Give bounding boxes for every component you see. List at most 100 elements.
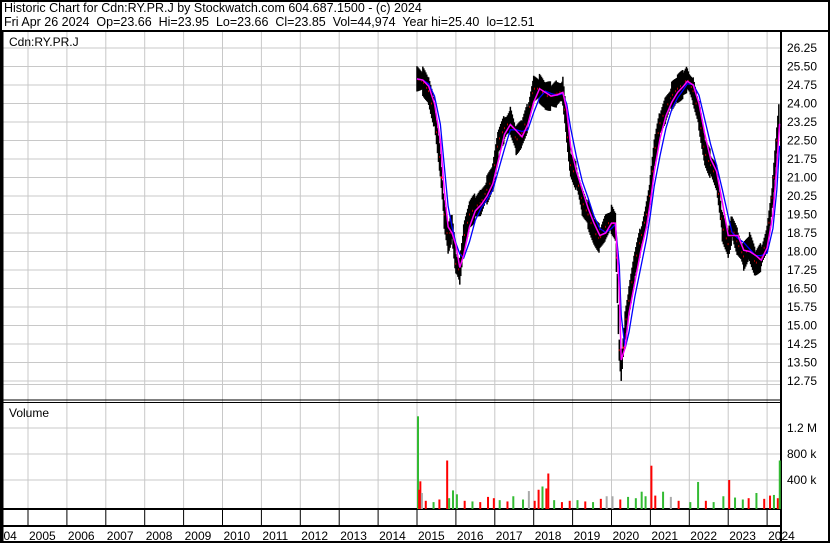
long-moving-average-line: [416, 78, 781, 349]
volume-bar: [471, 501, 474, 509]
volume-bar: [560, 502, 563, 509]
price-tick-label: 15.00: [787, 319, 817, 333]
year-label: 2009: [185, 529, 212, 543]
price-tick-label: 17.25: [787, 263, 817, 277]
volume-bar: [772, 494, 775, 509]
short-moving-average-line: [416, 78, 781, 361]
year-label: 2015: [418, 529, 445, 543]
year-label: 2021: [651, 529, 678, 543]
year-label: 2006: [68, 529, 95, 543]
year-label: 2020: [613, 529, 640, 543]
close-mark: [622, 346, 625, 349]
volume-bar: [689, 502, 692, 509]
volume-bar: [584, 501, 587, 509]
volume-bar: [677, 500, 680, 509]
price-tick-label: 22.50: [787, 134, 817, 148]
volume-bar: [492, 498, 495, 509]
volume-bar: [722, 496, 725, 509]
volume-bar: [778, 460, 781, 509]
price-tick-label: 12.75: [787, 374, 817, 388]
volume-bar: [611, 496, 614, 509]
volume-bar: [506, 501, 509, 509]
year-label: 2010: [224, 529, 251, 543]
volume-bar: [455, 494, 458, 509]
volume-bar: [592, 502, 595, 509]
volume-bar: [545, 488, 548, 509]
volume-bar: [417, 416, 419, 509]
price-tick-label: 24.75: [787, 78, 817, 92]
volume-bar: [438, 499, 441, 509]
close-mark: [440, 176, 443, 179]
volume-bar: [446, 460, 449, 509]
volume-bar: [522, 499, 525, 509]
volume-bar: [512, 496, 515, 509]
volume-tick-label: 400 k: [787, 473, 817, 487]
volume-tick-label: 1.2 M: [787, 421, 817, 435]
volume-bar: [541, 486, 544, 509]
volume-bar: [654, 495, 657, 509]
price-tick-label: 14.25: [787, 337, 817, 351]
volume-bar: [576, 500, 579, 509]
year-label: 2022: [690, 529, 717, 543]
volume-bar: [747, 498, 750, 509]
volume-panel-label: Volume: [9, 406, 49, 420]
chart-title: Historic Chart for Cdn:RY.PR.J by Stockw…: [4, 1, 422, 15]
price-tick-label: 24.00: [787, 97, 817, 111]
volume-bar: [650, 465, 653, 509]
volume-bar: [697, 481, 700, 509]
volume-bar: [640, 491, 643, 509]
year-label: 2008: [146, 529, 173, 543]
year-label: 2013: [340, 529, 367, 543]
price-tick-label: 19.50: [787, 208, 817, 222]
volume-bar: [704, 500, 707, 509]
volume-bar: [776, 498, 779, 509]
volume-bar: [605, 496, 608, 509]
volume-bar: [769, 495, 772, 509]
price-tick-label: 15.75: [787, 300, 817, 314]
volume-bar: [420, 493, 423, 509]
volume-bar: [568, 500, 571, 509]
volume-bar: [448, 498, 451, 509]
year-label: 2023: [729, 529, 756, 543]
volume-bar: [634, 498, 637, 509]
price-tick-label: 13.50: [787, 356, 817, 370]
price-tick-label: 18.75: [787, 226, 817, 240]
price-tick-label: 18.00: [787, 245, 817, 259]
volume-bar: [669, 496, 672, 509]
volume-bar: [627, 496, 630, 509]
price-tick-label: 26.25: [787, 41, 817, 55]
volume-bar: [662, 491, 665, 509]
price-tick-label: 20.25: [787, 189, 817, 203]
year-label: 2024: [768, 529, 795, 543]
volume-bar: [553, 500, 556, 509]
volume-bar: [463, 500, 466, 509]
year-label: 2016: [457, 529, 484, 543]
price-tick-label: 21.75: [787, 152, 817, 166]
quote-summary: Fri Apr 26 2024 Op=23.66 Hi=23.95 Lo=23.…: [4, 15, 535, 29]
price-tick-label: 25.50: [787, 60, 817, 74]
year-label: 2007: [107, 529, 134, 543]
volume-bar: [487, 496, 490, 509]
price-panel-label: Cdn:RY.PR.J: [9, 35, 79, 49]
volume-bar: [755, 493, 758, 509]
year-label: 2004: [0, 529, 17, 543]
year-label: 2019: [574, 529, 601, 543]
volume-bar: [741, 499, 744, 509]
volume-bar: [452, 490, 455, 509]
volume-bar: [734, 497, 737, 509]
volume-bar: [728, 480, 731, 509]
volume-bar: [479, 502, 482, 509]
year-label: 2005: [29, 529, 56, 543]
volume-tick-label: 800 k: [787, 447, 817, 461]
year-label: 2018: [535, 529, 562, 543]
volume-bar: [599, 498, 602, 509]
year-label: 2014: [379, 529, 406, 543]
volume-bar: [498, 500, 501, 509]
volume-bar: [537, 489, 540, 509]
price-tick-label: 16.50: [787, 282, 817, 296]
volume-bar: [533, 500, 536, 509]
volume-bar: [424, 500, 427, 509]
